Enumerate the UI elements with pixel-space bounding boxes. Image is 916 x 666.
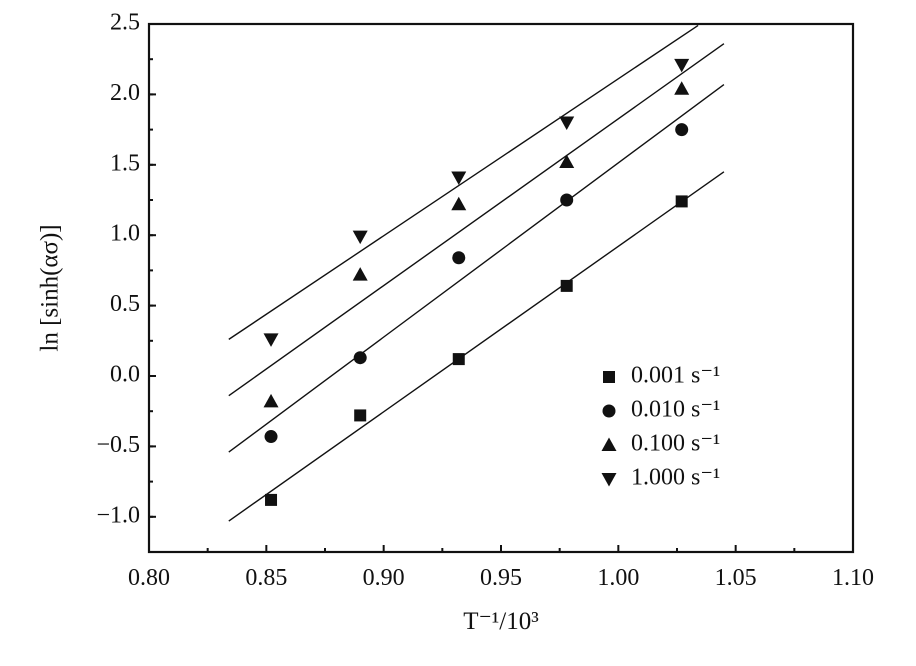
data-point-series-4: [451, 171, 467, 185]
x-tick-label: 0.90: [363, 565, 405, 591]
data-point-series-1: [560, 279, 573, 292]
y-tick-label: −1.0: [96, 502, 140, 528]
legend: 0.001 s⁻¹ 0.010 s⁻¹ 0.100 s⁻¹ 1.000 s⁻¹: [601, 363, 720, 491]
x-axis-title: T⁻¹/10³: [463, 608, 539, 635]
y-tick-label: −0.5: [96, 432, 140, 458]
data-point-series-4: [352, 230, 368, 245]
data-point-series-2: [353, 351, 367, 365]
data-points: [263, 58, 690, 506]
x-axis-ticks: 0.80 0.85 0.90 0.95 1.00 1.05 1.10: [128, 545, 874, 591]
data-point-series-2: [675, 123, 689, 137]
legend-marker-1: [603, 371, 615, 383]
data-point-series-4: [559, 116, 575, 131]
data-point-series-1: [452, 353, 465, 366]
data-point-series-3: [559, 154, 575, 168]
y-tick-label: 0.5: [110, 291, 140, 317]
x-tick-label: 1.00: [597, 565, 639, 591]
fit-line-series-2: [228, 83, 725, 453]
data-point-series-2: [452, 251, 466, 265]
x-tick-label: 0.80: [128, 565, 170, 591]
data-point-series-3: [674, 81, 690, 95]
x-tick-label: 0.85: [245, 565, 287, 591]
x-tick-label: 1.10: [832, 565, 874, 591]
data-point-series-1: [675, 195, 688, 208]
y-tick-label: 2.5: [110, 10, 140, 36]
y-tick-label: 1.5: [110, 150, 140, 176]
data-point-series-4: [263, 333, 279, 347]
fit-lines: [228, 24, 725, 522]
y-tick-label: 0.0: [110, 362, 140, 388]
fit-line-series-3: [228, 43, 725, 397]
legend-marker-2: [602, 404, 616, 418]
data-point-series-2: [560, 193, 574, 207]
y-axis-ticks: −1.0 −0.5 0.0 0.5 1.0 1.5 2.0 2.5: [96, 10, 156, 553]
data-point-series-4: [674, 58, 690, 73]
data-point-series-2: [264, 430, 278, 444]
data-point-series-3: [352, 267, 368, 281]
legend-label-1: 0.001 s⁻¹: [631, 363, 720, 389]
fit-line-series-1: [228, 171, 725, 522]
data-point-series-1: [354, 409, 367, 422]
fit-line-series-4: [228, 24, 699, 340]
legend-label-4: 1.000 s⁻¹: [631, 465, 720, 491]
x-tick-label: 0.95: [480, 565, 522, 591]
y-axis-title: ln [sinh(ασ)]: [37, 224, 64, 351]
y-tick-label: 1.0: [110, 221, 140, 247]
plot-frame: [147, 22, 855, 554]
legend-label-3: 0.100 s⁻¹: [631, 431, 720, 457]
data-point-series-1: [265, 493, 278, 506]
y-tick-label: 2.0: [110, 80, 140, 106]
x-tick-label: 1.05: [715, 565, 757, 591]
data-point-series-3: [263, 393, 279, 408]
legend-label-2: 0.010 s⁻¹: [631, 397, 720, 423]
legend-marker-3: [601, 437, 617, 451]
data-point-series-3: [451, 196, 467, 211]
legend-marker-4: [601, 473, 617, 487]
